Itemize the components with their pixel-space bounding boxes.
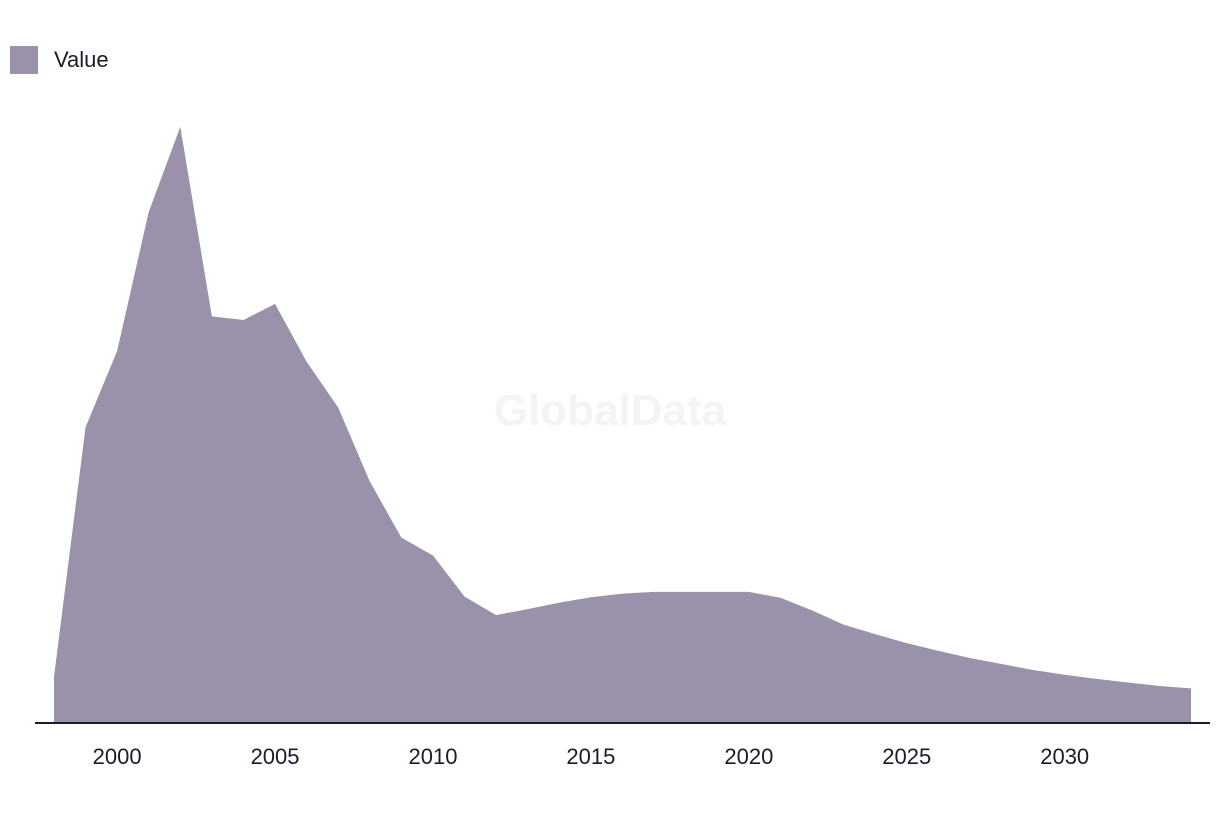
legend-swatch <box>10 46 38 74</box>
watermark: GlobalData <box>494 386 727 435</box>
legend-label: Value <box>54 47 109 72</box>
x-tick-label: 2010 <box>409 744 458 769</box>
area-series-value <box>53 126 1192 723</box>
x-tick-label: 2015 <box>566 744 615 769</box>
legend: Value <box>10 45 109 75</box>
x-tick-label: 2025 <box>882 744 931 769</box>
x-tick-label: 2005 <box>251 744 300 769</box>
x-tick-label: 2000 <box>93 744 142 769</box>
x-tick-label: 2030 <box>1040 744 1089 769</box>
x-tick-label: 2020 <box>724 744 773 769</box>
